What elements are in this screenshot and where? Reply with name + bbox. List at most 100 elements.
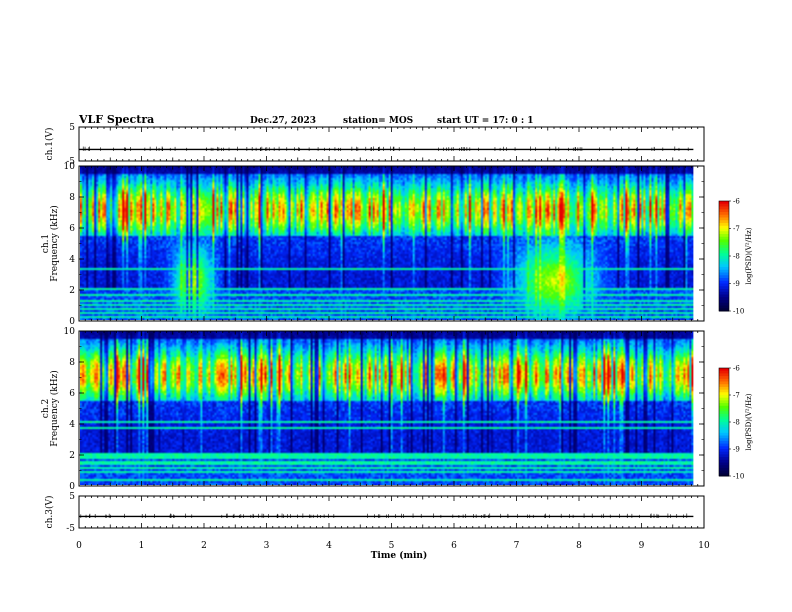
colorbar-swatch: [719, 397, 729, 401]
colorbar-swatch: [719, 470, 729, 474]
x-tick-label: 3: [264, 541, 270, 551]
colorbar-swatch: [719, 427, 729, 431]
y-tick-label: 0: [69, 317, 75, 327]
colorbar-label: log(PSD)(V²/Hz): [745, 393, 753, 450]
colorbar-swatch: [719, 413, 729, 418]
y-tick-label: 8: [69, 193, 75, 203]
colorbar-swatch: [719, 250, 729, 254]
colorbar-swatch: [719, 368, 729, 372]
colorbar-swatch: [719, 462, 729, 466]
x-tick-label: 5: [389, 541, 395, 551]
y-axis-label: ch.1(V): [44, 128, 55, 161]
y-axis-label: ch.2: [41, 399, 51, 418]
panel-frame: [78, 330, 705, 487]
station-label: station= MOS: [343, 116, 413, 126]
colorbar-swatch: [719, 261, 729, 265]
colorbar-swatch: [719, 247, 729, 251]
colorbar-swatch: [719, 446, 729, 450]
colorbar-tick-label: -7: [733, 225, 740, 233]
colorbar-swatch: [719, 231, 729, 235]
colorbar-swatch: [719, 405, 729, 409]
colorbar-swatch: [719, 459, 729, 463]
colorbar-swatch: [719, 473, 729, 477]
colorbar-tick-label: -10: [733, 473, 744, 481]
colorbar-swatch: [719, 389, 729, 393]
figure-title: VLF Spectra: [78, 113, 154, 126]
y-tick-label: 8: [69, 358, 75, 368]
x-tick-label: 9: [639, 541, 645, 551]
colorbar-swatch: [719, 253, 729, 257]
colorbar-swatch: [719, 223, 729, 227]
colorbar-swatch: [719, 435, 729, 439]
colorbar-swatch: [719, 272, 729, 276]
date-label: Dec.27, 2023: [250, 116, 316, 126]
colorbar-swatch: [719, 378, 729, 382]
colorbar-swatch: [719, 228, 729, 232]
colorbar-label: log(PSD)(V²/Hz): [745, 227, 753, 284]
colorbar-swatch: [719, 381, 729, 385]
colorbar-swatch: [719, 403, 729, 407]
y-axis-label: Frequency (kHz): [49, 370, 60, 447]
colorbar-swatch: [719, 430, 729, 434]
colorbar-swatch: [719, 302, 729, 306]
colorbar-swatch: [719, 203, 729, 207]
colorbar-swatch: [719, 283, 729, 287]
colorbar-swatch: [719, 467, 729, 472]
colorbar-swatch: [719, 278, 729, 282]
ch2-colorbar: -6 -7 -8 -9 -10 log(PSD)(V²/Hz): [718, 365, 753, 481]
ch3-waveform-panel: 5 -5 ch.3(V) 0 1 2 3 4 5 6 7 8 9 10 Time (min): [44, 492, 710, 561]
panel-frame: [78, 126, 705, 162]
colorbar-swatch: [719, 269, 729, 273]
x-tick-label: 6: [451, 541, 457, 551]
colorbar-swatch: [719, 264, 729, 268]
ch1-colorbar: -6 -7 -8 -9 -10 log(PSD)(V²/Hz): [718, 198, 753, 316]
colorbar-swatch: [719, 212, 729, 216]
colorbar-swatch: [719, 400, 729, 404]
colorbar-swatch: [719, 443, 729, 447]
y-tick-label: -5: [66, 524, 75, 534]
colorbar-swatch: [719, 291, 729, 295]
colorbar-swatch: [719, 449, 729, 453]
colorbar-swatch: [719, 411, 729, 415]
x-tick-label: 2: [201, 541, 207, 551]
colorbar-swatch: [719, 239, 729, 243]
colorbar-swatch: [719, 454, 729, 458]
colorbar-swatch: [719, 258, 729, 262]
colorbar-swatch: [719, 376, 729, 380]
colorbar-swatch: [719, 245, 729, 249]
colorbar-tick-label: -8: [733, 419, 740, 427]
x-tick-label: 7: [514, 541, 520, 551]
colorbar-swatch: [719, 206, 729, 210]
colorbar-swatch: [719, 236, 729, 240]
y-tick-label: 4: [69, 420, 75, 430]
colorbar-swatch: [719, 422, 729, 426]
y-axis-label: Frequency (kHz): [49, 205, 60, 282]
y-tick-label: 2: [69, 451, 75, 461]
y-tick-label: 4: [69, 255, 75, 265]
colorbar-swatch: [719, 386, 729, 391]
ch2-spectrogram-image: [80, 331, 694, 485]
colorbar-swatch: [719, 217, 729, 221]
y-tick-label: 5: [69, 492, 75, 502]
colorbar-swatch: [719, 373, 729, 377]
colorbar-tick-label: -6: [733, 365, 740, 373]
colorbar-tick-label: -7: [733, 392, 740, 400]
colorbar-swatch: [719, 214, 729, 218]
colorbar-tick-label: -9: [733, 280, 740, 288]
ch1-spectrogram-panel: 0 2 4 6 8 10 ch.1 Frequency (kHz): [41, 162, 705, 327]
colorbar-swatch: [719, 280, 729, 284]
colorbar-swatch: [719, 416, 729, 420]
colorbar-swatch: [719, 384, 729, 388]
colorbar-swatch: [719, 209, 729, 213]
y-tick-label: 5: [69, 123, 75, 133]
y-tick-label: 0: [69, 482, 75, 492]
x-tick-label: 8: [576, 541, 582, 551]
colorbar-swatch: [719, 419, 729, 423]
colorbar-swatch: [719, 465, 729, 469]
colorbar-swatch: [719, 256, 729, 260]
y-axis-label: ch.3(V): [44, 496, 55, 529]
colorbar-swatch: [719, 297, 729, 301]
colorbar-tick-label: -10: [733, 308, 744, 316]
colorbar-swatch: [719, 395, 729, 399]
